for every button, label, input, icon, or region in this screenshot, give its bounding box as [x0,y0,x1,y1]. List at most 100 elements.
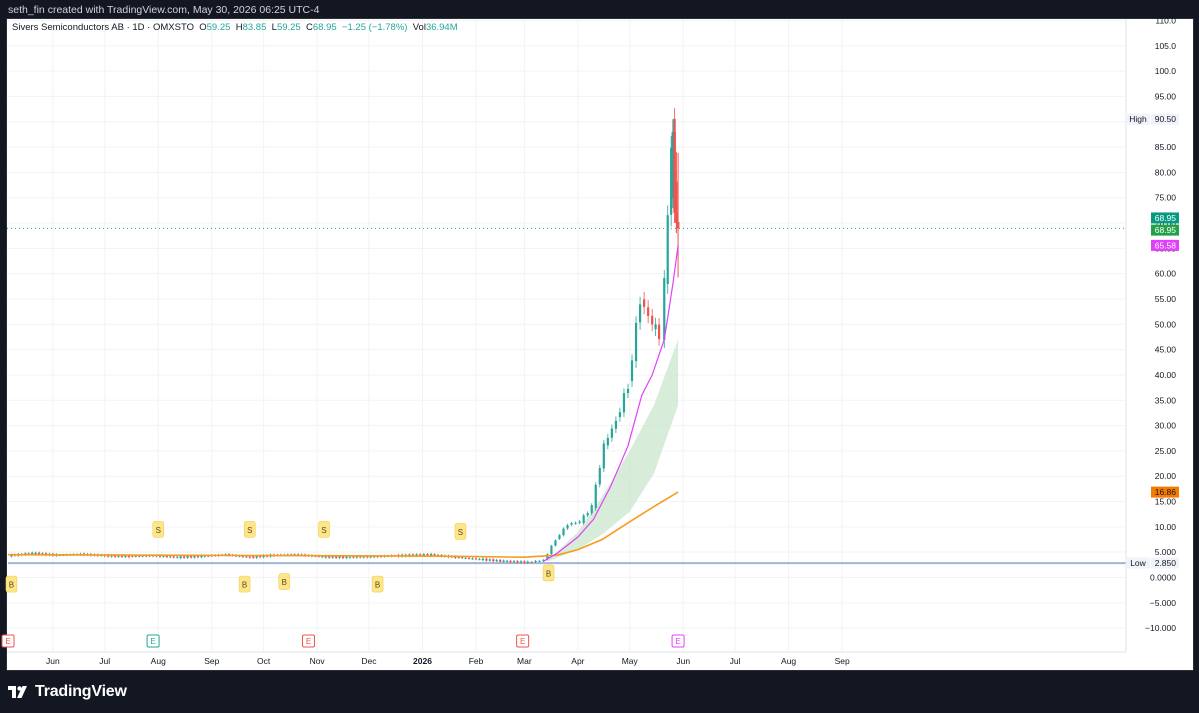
y-tick-label: 20.00 [1155,471,1177,481]
earnings-marker-badge [671,634,685,648]
candle-body [538,561,541,563]
high-label: H [235,22,243,33]
candle-body [34,552,37,555]
y-tick-label: 60.00 [1155,269,1177,279]
candle-body [124,555,127,557]
low-label: L [271,22,277,33]
candle-body [172,556,175,558]
candle-body [259,555,262,558]
earnings-marker: E [146,634,160,648]
earnings-marker: E [301,634,315,648]
candle-body [422,554,425,556]
symbol-legend: Sivers Semiconductors AB · 1D · OMXSTO O… [12,22,458,33]
candle-body [630,360,634,382]
signal-marker-badge [152,521,164,538]
candle-body [345,556,348,559]
earnings-marker-text: E [306,637,311,646]
change-value: −1.25 (−1.78%) [341,22,408,33]
candle-body [176,556,179,558]
candle-body [509,560,512,563]
candle-body [663,278,666,341]
candle-body [113,555,117,557]
candle-body [523,561,526,563]
signal-marker-text: B [282,578,287,587]
earnings-marker: E [516,634,530,648]
y-tick-label: 30.00 [1155,421,1177,431]
candle-body [626,388,630,394]
moving-average-short-line [543,245,679,562]
candle-body [31,552,34,555]
candle-body [293,554,296,556]
candle-body [590,505,593,514]
candle-body [542,560,545,562]
y-tick-label: 0.0000 [1150,573,1176,583]
signal-marker-badge [454,523,467,540]
indicator-band-area [548,339,679,562]
candle-body [526,561,529,563]
earnings-marker-text: E [675,637,680,646]
candle-body [594,484,597,509]
volume-value: 36.94M [425,22,458,33]
earnings-marker: E [1,634,15,648]
high-tag-value-text: 90.50 [1155,114,1177,124]
candle-body [643,299,646,308]
candle-body [352,556,355,558]
x-tick-label: Jul [99,656,110,666]
candle-body [255,555,258,558]
candle-body [519,561,523,563]
candle-body [638,304,642,323]
x-tick-label: Nov [310,656,326,666]
high-tag-value-bg [1151,113,1179,125]
candle-body [127,555,130,558]
candle-body [634,322,638,362]
candle-body [586,513,589,516]
y-tick-label: 75.00 [1155,193,1177,203]
top-caption-bar: seth_fin created with TradingView.com, M… [0,0,1199,20]
candle-body [457,557,460,559]
candle-body [328,555,331,558]
y-tick-label: 15.00 [1155,497,1177,507]
high-value: 83.85 [242,22,267,33]
candle-body [335,556,338,558]
tradingview-logo[interactable]: TradingView [8,682,127,702]
signal-marker-badge [371,575,384,593]
candle-body [474,558,478,560]
signal-marker-text: B [375,581,380,590]
earnings-marker: E [671,634,685,648]
y-tick-label: 40.00 [1155,370,1177,380]
candle-body [196,555,200,558]
last-price-tag-text: 68.95 [1155,213,1177,223]
signal-marker-text: S [247,526,252,535]
y-tick-label: 10.00 [1155,522,1177,532]
signal-marker-text: B [546,569,551,578]
candle-body [193,555,196,558]
candle-body [203,555,206,557]
candle-body [297,554,300,556]
earnings-marker-text: E [150,637,155,646]
candle-body [534,561,537,563]
x-tick-label: Apr [571,656,584,666]
y-tick-label: −5.000 [1150,598,1177,608]
ema-price-tag-text: 65.58 [1155,240,1177,250]
candle-body [654,324,657,330]
candle-body [321,556,324,558]
y-tick-label: 55.00 [1155,294,1177,304]
candle-body [331,556,334,558]
price-axis: 110.0105.0100.095.0090.0085.0080.0075.00… [1125,15,1179,652]
candle-body [651,315,654,325]
signal-marker-s: S [152,521,164,538]
candle-body [471,558,474,560]
symbol-name: Sivers Semiconductors AB · 1D · OMXSTO [12,22,194,33]
moving-average-long-line [7,491,679,559]
signal-marker-b: B [278,573,291,590]
candle-body [461,557,464,559]
candle-body [165,555,168,558]
candle-body [516,561,519,563]
candle-body [495,559,498,562]
candle-body [618,412,622,418]
signal-marker-s: S [244,521,256,538]
signal-marker-b: B [371,575,384,593]
tradingview-logo-icon [8,686,27,698]
tradingview-brand: TradingView [35,683,127,700]
